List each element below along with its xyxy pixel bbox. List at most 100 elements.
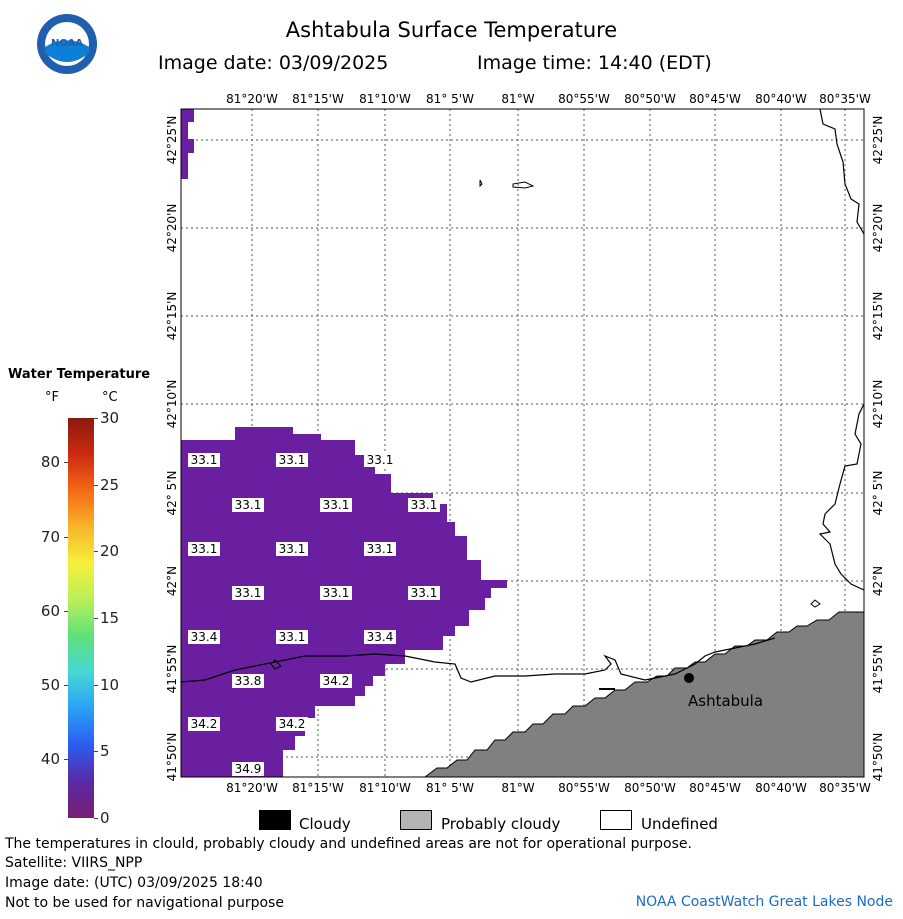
temperature-label: 33.1	[408, 586, 440, 600]
longitude-label: 81°15'W	[292, 92, 344, 106]
temperature-label-box	[320, 674, 352, 688]
island	[479, 179, 483, 188]
temperature-label-box	[188, 542, 220, 556]
temperature-label: 33.1	[188, 542, 220, 556]
page-title: Ashtabula Surface Temperature	[285, 18, 618, 42]
longitude-label: 81°W	[501, 92, 535, 106]
temperature-value: 33.1	[235, 586, 262, 600]
temperature-value: 33.1	[323, 498, 350, 512]
temperature-label: 33.1	[364, 542, 396, 556]
temperature-value: 33.1	[367, 453, 394, 467]
temperature-label: 33.1	[364, 453, 396, 467]
legend-tick-f-label: 80	[40, 453, 60, 472]
legend-tick-f-mark	[64, 536, 68, 538]
latitude-label: 41°50'N	[165, 732, 179, 782]
temperature-label: 33.1	[408, 498, 440, 512]
footer-navigation-warning: Not to be used for navigational purpose	[5, 895, 284, 911]
longitude-label: 81° 5'W	[426, 92, 474, 106]
shoreline	[180, 637, 776, 683]
latitude-label: 42°15'N	[871, 291, 885, 341]
longitude-label: 80°45'W	[689, 92, 741, 106]
temperature-value: 33.1	[367, 542, 394, 556]
legend-tick-c-mark	[94, 618, 98, 619]
legend-tick-c-mark	[94, 684, 98, 686]
legend-tick-c-mark	[94, 818, 98, 819]
temperature-value: 33.1	[411, 586, 438, 600]
cloudy-swatch	[259, 810, 291, 830]
temperature-label: 33.1	[320, 586, 352, 600]
temperature-label: 34.2	[188, 717, 220, 731]
legend-tick-f-mark	[64, 684, 68, 686]
image-time: Image time: 14:40 (EDT)	[477, 52, 712, 74]
color-scale-bar	[68, 418, 94, 818]
temperature-label-box	[276, 630, 308, 644]
legend-tick-c-label: 20	[100, 542, 120, 561]
temperature-label: 34.9	[232, 762, 264, 776]
shoreline-east	[818, 108, 865, 591]
latitude-label: 42°20'N	[871, 203, 885, 253]
latitude-label: 41°55'N	[165, 644, 179, 694]
undefined-swatch	[600, 810, 632, 830]
latitude-label: 42°15'N	[165, 291, 179, 341]
longitude-label: 80°40'W	[755, 92, 807, 106]
map: Ashtabula 33.1 33.1 33.133.1 33.1 33.133.1 33…	[180, 108, 865, 778]
longitude-label: 80°35'W	[819, 781, 871, 795]
temperature-label: 33.4	[364, 630, 396, 644]
temperature-value: 34.2	[279, 717, 306, 731]
legend-tick-c-mark	[94, 751, 98, 753]
temperature-value: 33.1	[191, 542, 218, 556]
island	[270, 659, 282, 670]
legend-tick-f-mark	[64, 462, 68, 464]
temperature-label-box	[188, 630, 220, 644]
temperature-label-box	[232, 674, 264, 688]
footer-disclaimer: The temperatures in clould, probably clo…	[5, 836, 692, 852]
legend-tick-f-label: 50	[40, 675, 60, 694]
longitude-label: 81°20'W	[226, 781, 278, 795]
temperature-value: 33.1	[191, 453, 218, 467]
footer-utc-date: Image date: (UTC) 03/09/2025 18:40	[5, 875, 263, 891]
temperature-label-box	[232, 586, 264, 600]
legend-tick-c-mark	[94, 484, 98, 486]
temperature-value: 33.1	[279, 453, 306, 467]
latitude-label: 42° 5'N	[871, 470, 885, 516]
legend-tick-f-mark	[64, 610, 68, 612]
temperature-value: 33.1	[279, 542, 306, 556]
temperature-labels: 33.1 33.1 33.1 33.1 33.1 33.1 33.1 33.1 33.1 33.1…	[188, 453, 440, 776]
latitude-label: 41°55'N	[871, 644, 885, 694]
cloudy-label: Cloudy	[299, 815, 351, 833]
temperature-label: 33.1	[232, 498, 264, 512]
legend-tick-c-label: 0	[100, 809, 110, 827]
temperature-label-box	[188, 717, 220, 731]
legend-title: Water Temperature	[8, 367, 151, 382]
latitude-label: 42°25'N	[871, 115, 885, 165]
temperature-label-box	[364, 542, 396, 556]
city-marker	[684, 673, 694, 683]
footer-satellite: Satellite: VIIRS_NPP	[5, 855, 143, 871]
temperature-label-box	[320, 498, 352, 512]
temperature-value: 33.8	[235, 674, 262, 688]
temperature-label: 33.4	[188, 630, 220, 644]
noaa-logo: NOAA	[36, 13, 98, 75]
undefined-label: Undefined	[641, 815, 718, 833]
temperature-label-box	[408, 498, 440, 512]
map-frame	[180, 108, 865, 778]
temperature-label: 33.1	[188, 453, 220, 467]
legend-tick-f-label: 70	[40, 527, 60, 546]
longitude-label: 80°35'W	[819, 92, 871, 106]
temperature-label: 33.1	[320, 498, 352, 512]
temperature-label: 34.2	[320, 674, 352, 688]
latitude-label: 42° 5'N	[165, 470, 179, 516]
legend-unit-f: °F	[45, 390, 59, 405]
temperature-value: 33.4	[191, 630, 218, 644]
latitude-label: 42°N	[165, 565, 179, 597]
temperature-label-box	[364, 630, 396, 644]
temperature-label-box	[276, 542, 308, 556]
land-region	[423, 611, 865, 778]
temperature-label-box	[188, 453, 220, 467]
latitude-label: 42°20'N	[165, 203, 179, 253]
image-date: Image date: 03/09/2025	[158, 52, 389, 74]
longitude-label: 80°45'W	[689, 781, 741, 795]
longitude-label: 81°W	[501, 781, 535, 795]
probably-cloudy-swatch	[400, 810, 432, 830]
temperature-label-box	[276, 717, 308, 731]
